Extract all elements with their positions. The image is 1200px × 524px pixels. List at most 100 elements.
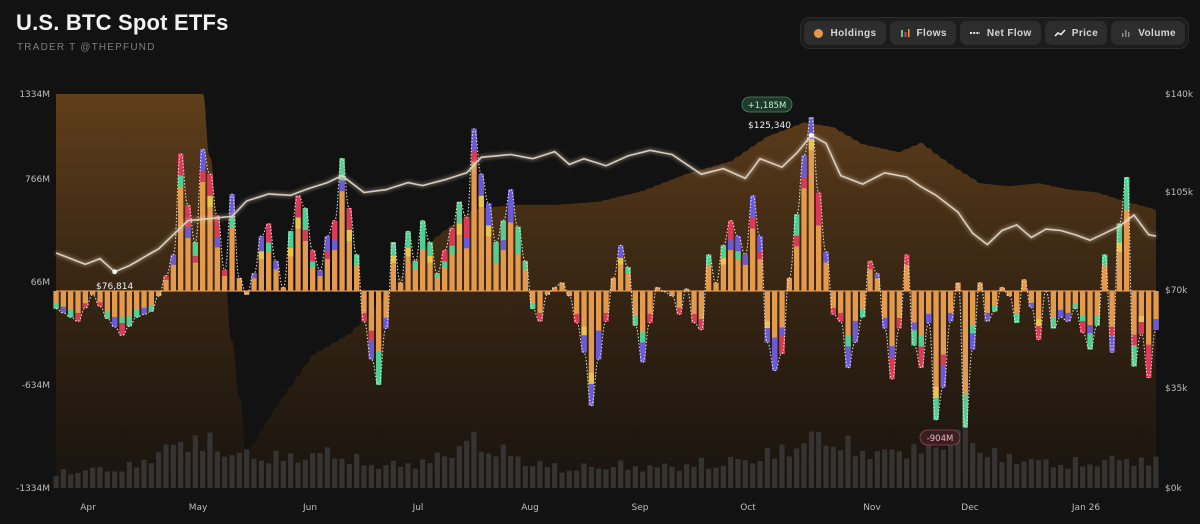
flow-bar	[486, 203, 492, 291]
issuer-segment	[346, 208, 352, 230]
issuer-segment	[911, 330, 917, 346]
volume-bar	[603, 469, 609, 488]
volume-bar	[324, 447, 330, 488]
toggle-flows-label: Flows	[916, 27, 947, 39]
issuer-segment	[141, 307, 147, 315]
volume-bar	[1006, 453, 1012, 488]
toggle-net-flow-button[interactable]: Net Flow	[959, 21, 1041, 45]
volume-bar	[148, 463, 154, 488]
volume-bar	[559, 472, 565, 488]
issuer-segment	[310, 261, 316, 268]
flow-bar	[1109, 291, 1115, 353]
toggle-price-button[interactable]: Price	[1044, 21, 1108, 45]
volume-bar	[1116, 460, 1122, 488]
volume-bar	[750, 463, 756, 488]
issuer-segment	[332, 240, 338, 251]
right-tick-label: $140k	[1165, 90, 1194, 100]
issuer-segment	[427, 242, 433, 256]
flow-bar	[295, 195, 301, 291]
volume-bar	[625, 469, 631, 488]
toggle-flows-button[interactable]: Flows	[889, 21, 956, 45]
issuer-segment	[691, 313, 697, 323]
flow-bar	[654, 287, 660, 291]
volume-bar	[530, 466, 536, 488]
toggle-holdings-button[interactable]: Holdings	[803, 21, 886, 45]
flow-bar	[713, 282, 719, 291]
flow-bar	[288, 231, 294, 291]
issuer-segment	[464, 217, 470, 238]
issuer-segment	[816, 214, 822, 226]
volume-bar	[867, 459, 873, 488]
volume-bar	[1109, 455, 1115, 488]
volume-bar	[618, 460, 624, 488]
left-axis: 1334M 766M 66M -634M -1334M	[16, 90, 50, 494]
issuer-segment	[295, 217, 301, 229]
volume-bar	[1087, 464, 1093, 488]
flow-bar	[478, 173, 484, 291]
flow-bar	[1050, 291, 1056, 329]
flow-bars-layer	[53, 117, 1159, 428]
dot-icon	[813, 27, 825, 39]
flow-bar	[999, 287, 1005, 291]
issuer-segment	[1153, 319, 1159, 330]
issuer-segment	[1080, 315, 1086, 321]
volume-bar	[515, 456, 521, 488]
issuer-segment	[354, 254, 360, 265]
issuer-segment	[588, 372, 594, 384]
issuer-segment	[200, 171, 206, 182]
volume-bar	[566, 470, 572, 488]
flow-bar	[398, 282, 404, 291]
issuer-segment	[772, 348, 778, 371]
volume-bar	[229, 455, 235, 488]
volume-bar	[647, 465, 653, 488]
flow-bar	[1094, 291, 1100, 326]
flow-bar	[522, 260, 528, 291]
month-label: Dec	[961, 503, 978, 513]
volume-bar	[420, 459, 426, 488]
flow-bar	[610, 277, 616, 291]
flow-bar	[970, 291, 976, 350]
issuer-segment	[266, 242, 272, 252]
issuer-segment	[647, 313, 653, 323]
volume-bar	[1058, 464, 1064, 488]
flow-bar	[823, 251, 829, 291]
flow-bar	[75, 291, 81, 322]
volume-bar	[456, 446, 462, 488]
issuer-segment	[838, 312, 844, 322]
flow-bar	[794, 214, 800, 291]
issuer-segment	[1065, 312, 1071, 322]
volume-bar	[918, 453, 924, 488]
issuer-segment	[214, 236, 220, 248]
issuer-segment	[889, 346, 895, 358]
issuer-segment	[1131, 334, 1137, 346]
volume-bar	[684, 464, 690, 488]
flow-bar	[852, 291, 858, 343]
flow-bar	[141, 291, 147, 315]
flow-bar	[647, 291, 653, 323]
flow-bar	[618, 245, 624, 291]
issuer-segment	[618, 245, 624, 259]
issuer-segment	[324, 236, 330, 252]
flow-bar	[126, 291, 132, 327]
flow-bar	[310, 250, 316, 291]
issuer-segment	[192, 242, 198, 256]
flow-bar	[251, 273, 257, 291]
volume-bar	[838, 450, 844, 488]
flow-bar	[244, 291, 250, 295]
issuer-segment	[412, 260, 418, 270]
issuer-segment	[1072, 303, 1078, 309]
volume-bar	[273, 450, 279, 488]
issuer-segment	[273, 260, 279, 270]
toggle-volume-button[interactable]: Volume	[1111, 21, 1185, 45]
volume-bar	[339, 458, 345, 488]
issuer-segment	[148, 305, 154, 312]
flow-bar	[1072, 291, 1078, 309]
issuer-segment	[1138, 316, 1144, 322]
volume-bar	[940, 449, 946, 488]
volume-bar	[471, 431, 477, 488]
issuer-segment	[471, 150, 477, 162]
flow-max-badge	[741, 96, 793, 113]
issuer-segment	[258, 251, 264, 260]
flow-bar	[698, 291, 704, 330]
issuer-segment	[368, 330, 374, 341]
